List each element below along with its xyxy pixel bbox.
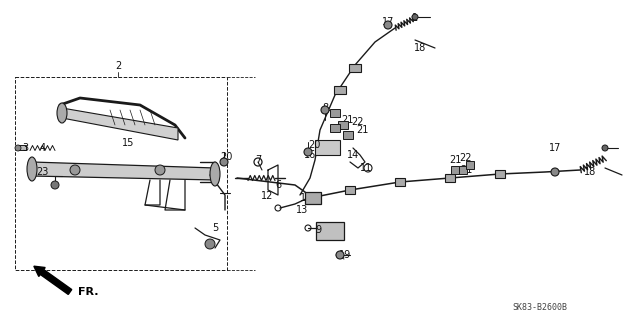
Circle shape	[602, 145, 608, 151]
Circle shape	[51, 181, 59, 189]
Bar	[316, 222, 344, 240]
Text: 21: 21	[356, 125, 368, 135]
Ellipse shape	[57, 103, 67, 123]
Bar	[395, 178, 405, 186]
Circle shape	[70, 165, 80, 175]
Bar	[495, 170, 505, 178]
Text: SK83-B2600B: SK83-B2600B	[513, 303, 568, 313]
Text: 4: 4	[40, 143, 46, 153]
Text: 1: 1	[412, 13, 418, 23]
Text: 6: 6	[275, 180, 281, 190]
Circle shape	[412, 14, 418, 20]
Ellipse shape	[27, 157, 37, 181]
Text: 2: 2	[115, 61, 121, 71]
Text: 18: 18	[414, 43, 426, 53]
Polygon shape	[32, 162, 215, 180]
Bar	[18, 145, 26, 150]
Bar	[330, 109, 340, 117]
Polygon shape	[62, 108, 178, 140]
Circle shape	[321, 106, 329, 114]
Bar	[305, 192, 321, 204]
Circle shape	[336, 251, 344, 259]
Text: 19: 19	[339, 250, 351, 260]
Text: 20: 20	[308, 140, 320, 150]
Text: 7: 7	[255, 155, 261, 165]
Bar	[349, 64, 361, 72]
Bar	[338, 121, 348, 129]
Text: 5: 5	[212, 223, 218, 233]
Text: 12: 12	[261, 191, 273, 201]
Circle shape	[220, 158, 228, 166]
Bar	[445, 174, 455, 182]
Text: 14: 14	[347, 150, 359, 160]
Bar	[343, 131, 353, 139]
Text: 9: 9	[315, 225, 321, 235]
Text: 10: 10	[300, 193, 312, 203]
Circle shape	[551, 168, 559, 176]
Bar	[345, 186, 355, 194]
Circle shape	[205, 239, 215, 249]
Text: 11: 11	[360, 163, 372, 173]
Bar	[459, 166, 467, 174]
Bar	[330, 124, 340, 132]
Bar	[334, 86, 346, 94]
Text: 18: 18	[584, 167, 596, 177]
Text: 13: 13	[296, 205, 308, 215]
Text: 3: 3	[22, 143, 28, 153]
Ellipse shape	[210, 162, 220, 186]
Text: 8: 8	[322, 103, 328, 113]
Text: 22: 22	[352, 117, 364, 127]
Text: 21: 21	[460, 165, 472, 175]
Text: 23: 23	[36, 167, 48, 177]
Bar	[466, 161, 474, 169]
FancyArrow shape	[34, 266, 72, 294]
Text: 21: 21	[449, 155, 461, 165]
Text: 22: 22	[459, 153, 471, 163]
Text: FR.: FR.	[78, 287, 99, 297]
Circle shape	[15, 145, 21, 151]
Bar	[15, 77, 227, 270]
Circle shape	[304, 148, 312, 156]
Text: 16: 16	[304, 150, 316, 160]
Text: 15: 15	[122, 138, 134, 148]
Circle shape	[384, 21, 392, 29]
Polygon shape	[315, 140, 340, 155]
Text: 17: 17	[549, 143, 561, 153]
Bar	[451, 166, 459, 174]
Text: 20: 20	[220, 152, 232, 162]
Text: 17: 17	[382, 17, 394, 27]
Text: 21: 21	[341, 115, 353, 125]
Circle shape	[155, 165, 165, 175]
